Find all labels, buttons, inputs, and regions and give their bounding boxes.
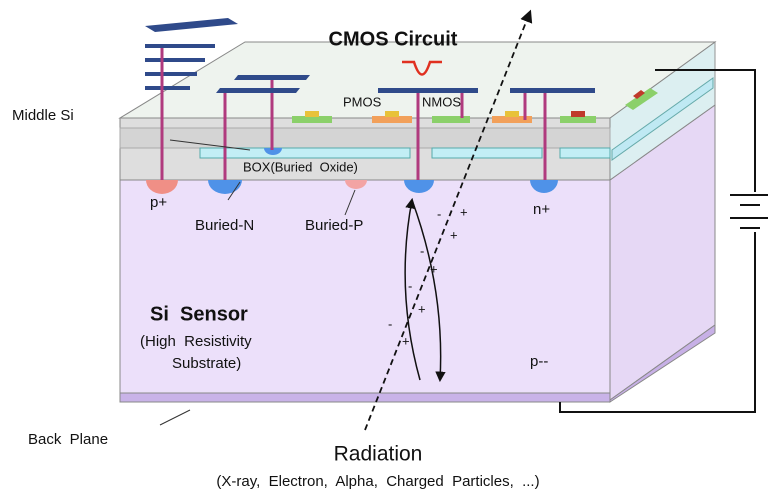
transistor-gate (571, 111, 585, 117)
sensor-line1: (High Resistivity (140, 333, 252, 350)
charge: + (430, 261, 438, 276)
transistor (292, 116, 332, 123)
sensor-name: Si Sensor (150, 303, 248, 325)
charge: - (420, 243, 424, 258)
leader (227, 181, 241, 201)
transistor (560, 116, 596, 123)
buried-p-label: Buried-P (305, 217, 363, 234)
transistor-gate (385, 111, 399, 117)
box-label: BOX(Buried Oxide) (243, 159, 358, 174)
sensor-substrate (119, 179, 611, 396)
radiation-kinds: (X-ray, Electron, Alpha, Charged Particl… (216, 473, 539, 490)
box-segment (199, 147, 411, 159)
buried-p-implant (345, 180, 367, 189)
charge: + (450, 227, 458, 242)
box-segment (431, 147, 543, 159)
p-minus-label: p-- (530, 353, 548, 370)
transistor (432, 116, 470, 123)
p-plus-implant (146, 180, 178, 194)
charge: + (418, 301, 426, 316)
transistor-gate (305, 111, 319, 117)
sensor-line2: Substrate) (172, 355, 241, 372)
title: CMOS Circuit (329, 28, 458, 50)
leader (159, 409, 191, 426)
charge: - (388, 316, 392, 331)
charge: - (408, 278, 412, 293)
buried-n-implant (208, 180, 242, 194)
leader (169, 139, 251, 151)
middle-si-label: Middle Si (12, 107, 74, 124)
back-plane (119, 392, 611, 403)
leader (344, 189, 356, 216)
transistor (625, 88, 658, 110)
charge: + (402, 333, 410, 348)
implant (404, 180, 434, 193)
charge: + (460, 204, 468, 219)
bias-circuit (559, 69, 768, 413)
transistor-gate (633, 90, 645, 99)
back-plane-label: Back Plane (28, 431, 108, 448)
n-plus-label: n+ (533, 201, 550, 218)
transistor (372, 116, 412, 123)
radiation-arrow (364, 9, 533, 431)
metal-lines (145, 18, 595, 93)
transistors (292, 88, 658, 123)
side-box (611, 77, 714, 161)
charge: - (437, 206, 441, 221)
device (118, 18, 717, 426)
n-plus-implant (530, 180, 558, 193)
box-segment (559, 147, 611, 159)
transistor (492, 116, 532, 123)
radiation-label: Radiation (334, 443, 423, 466)
buried-n-label: Buried-N (195, 217, 254, 234)
p-plus-label: p+ (150, 194, 167, 211)
signal-pulse (402, 60, 442, 76)
drift-arrows (404, 197, 446, 383)
transistor-gate (505, 111, 519, 117)
charges: - + + - + - + - + (388, 204, 468, 348)
implant (264, 148, 282, 155)
nmos-label: NMOS (422, 94, 461, 109)
middle-si-layer (119, 127, 611, 149)
pmos-label: PMOS (343, 94, 382, 109)
